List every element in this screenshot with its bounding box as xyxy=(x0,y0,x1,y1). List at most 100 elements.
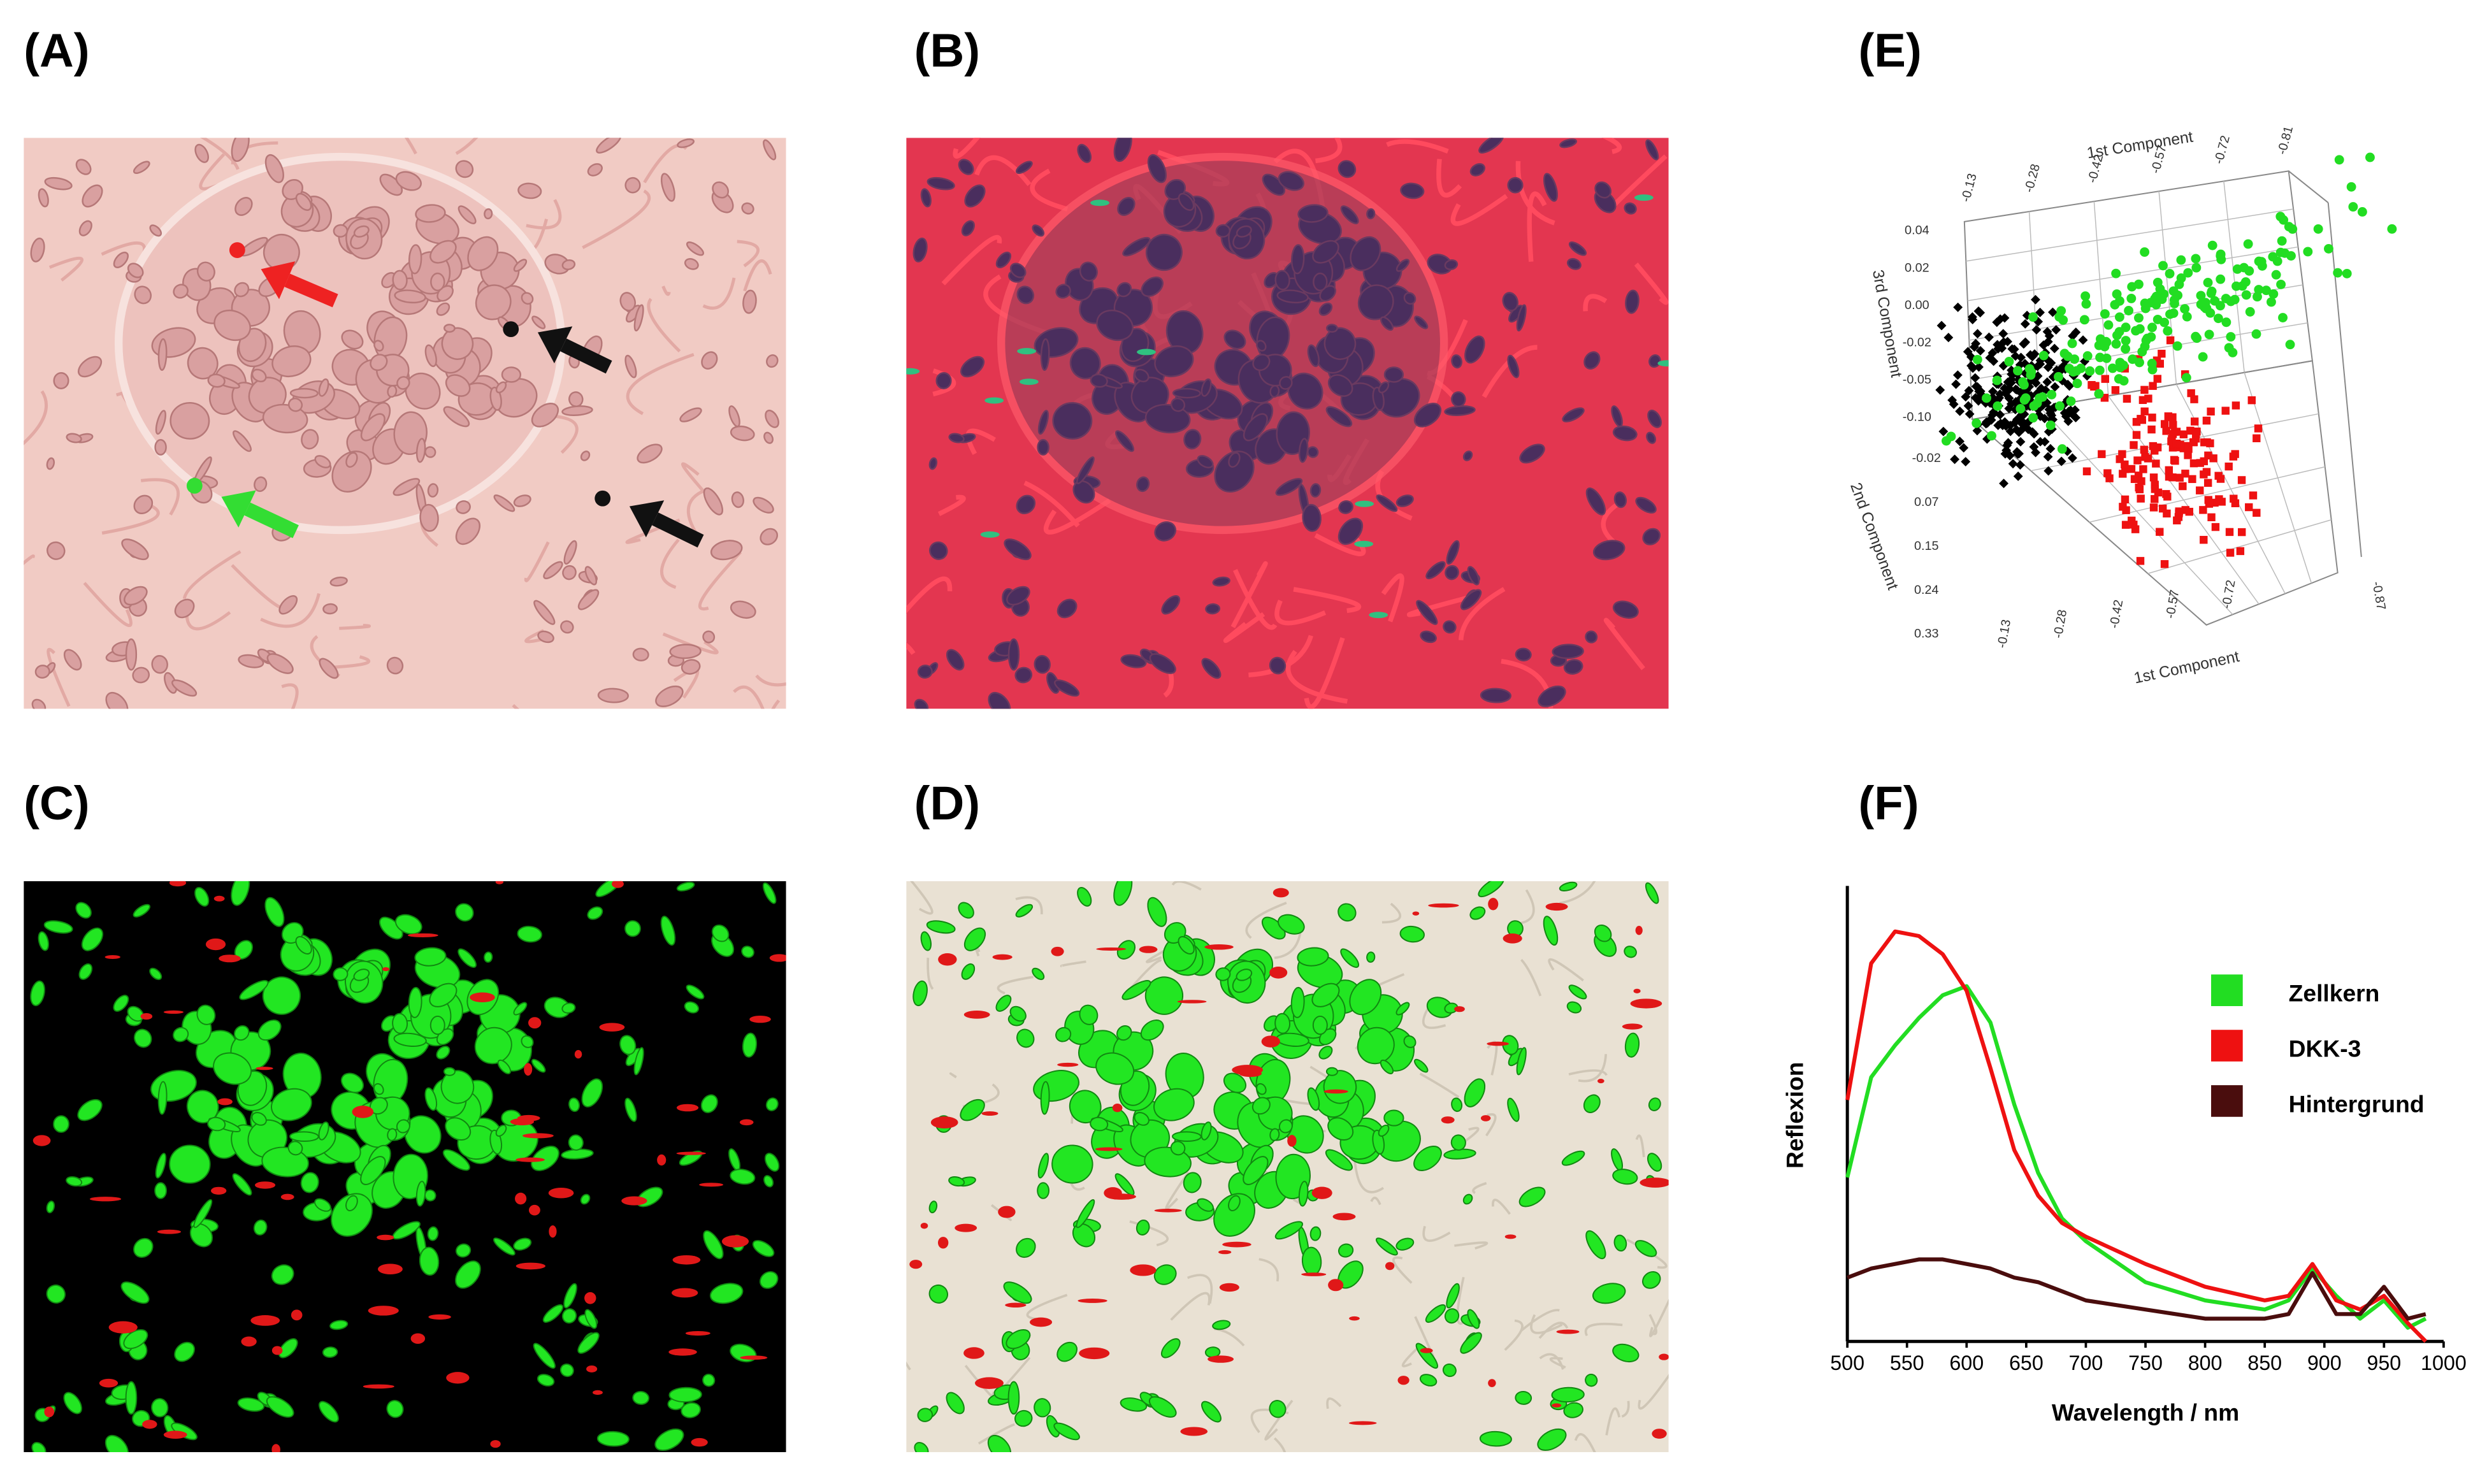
nucleus xyxy=(1215,967,1231,981)
nucleus xyxy=(533,1343,556,1369)
scatter-point xyxy=(1952,370,1963,380)
scatter-point xyxy=(2094,365,2105,375)
nucleus xyxy=(1136,476,1150,493)
nucleus xyxy=(531,1146,559,1171)
nucleus xyxy=(1516,1047,1527,1076)
nucleus xyxy=(1326,324,1338,333)
scatter-point xyxy=(2121,344,2131,354)
nucleus xyxy=(443,406,470,428)
nucleus xyxy=(1446,540,1460,565)
scatter-point xyxy=(2247,396,2256,405)
stroma-fiber xyxy=(182,550,242,600)
scatter-point xyxy=(2119,503,2127,511)
red-region xyxy=(584,1292,596,1304)
nucleus xyxy=(1113,138,1132,162)
scatter-point xyxy=(2067,453,2077,463)
tick-label: -0.81 xyxy=(2275,125,2296,156)
nucleus xyxy=(703,1230,724,1260)
scatter-point xyxy=(1964,385,1974,396)
nucleus xyxy=(501,366,522,383)
nucleus xyxy=(154,1182,167,1199)
nucleus xyxy=(251,368,267,382)
nucleus xyxy=(587,906,603,920)
nucleus xyxy=(1032,967,1045,981)
nucleus xyxy=(329,1320,349,1330)
nucleus xyxy=(1444,1308,1460,1324)
nucleus xyxy=(392,270,408,291)
stroma-fiber xyxy=(1381,573,1404,623)
nucleus xyxy=(703,487,723,515)
nucleus xyxy=(1007,1381,1020,1415)
red-region xyxy=(1480,1115,1491,1121)
nucleus xyxy=(597,688,629,703)
scatter-point xyxy=(2013,449,2023,459)
scatter-point xyxy=(2207,513,2216,522)
nucleus xyxy=(289,1131,319,1142)
nucleus xyxy=(513,1002,528,1016)
nucleus xyxy=(577,1332,600,1354)
red-region xyxy=(1552,1403,1562,1408)
nucleus xyxy=(1585,630,1598,644)
nucleus xyxy=(730,1169,756,1185)
green-spot xyxy=(1657,360,1669,367)
nucleus xyxy=(445,374,471,397)
scatter-point xyxy=(2184,445,2193,453)
red-region xyxy=(592,1390,603,1395)
stroma-fiber xyxy=(937,494,966,516)
scatter-point xyxy=(1938,426,1949,436)
tick-label: -0.28 xyxy=(2051,609,2070,639)
nucleus xyxy=(517,925,542,943)
nucleus xyxy=(624,920,641,937)
nucleus xyxy=(1096,309,1134,342)
red-region xyxy=(163,1430,187,1439)
scatter-point xyxy=(2254,285,2264,294)
nucleus xyxy=(34,665,50,679)
red-region xyxy=(1454,1006,1465,1012)
nucleus xyxy=(458,948,477,969)
nucleus xyxy=(1077,886,1092,907)
nucleus xyxy=(1318,302,1333,316)
nucleus xyxy=(1141,276,1164,298)
nucleus xyxy=(1223,1072,1247,1093)
red-region xyxy=(515,1262,545,1270)
nucleus xyxy=(1197,1198,1214,1212)
nucleus xyxy=(633,304,644,332)
scatter-point xyxy=(2158,349,2166,358)
red-region xyxy=(1095,1147,1123,1151)
nucleus xyxy=(1006,586,1030,606)
tissue-texture xyxy=(1015,896,1043,914)
tissue-texture xyxy=(1273,1437,1286,1452)
tissue-texture xyxy=(1568,1069,1608,1076)
scatter-point xyxy=(2183,268,2193,278)
nucleus xyxy=(587,163,603,176)
nucleus xyxy=(1016,1237,1036,1258)
scatter-point xyxy=(2001,421,2011,431)
nucleus xyxy=(75,902,92,919)
scatter-point xyxy=(2158,261,2168,271)
scatter-point xyxy=(2253,434,2261,443)
scatter-point xyxy=(2199,506,2207,514)
nucleus xyxy=(1515,1390,1532,1405)
tick-label: 0.04 xyxy=(1905,224,1929,238)
stroma-fiber xyxy=(24,554,35,565)
nucleus xyxy=(1145,233,1183,271)
x-tick-label: 950 xyxy=(2367,1351,2401,1374)
red-region xyxy=(612,881,624,888)
stroma-fiber xyxy=(48,256,84,282)
tissue-texture xyxy=(990,1204,1012,1221)
scatter-point xyxy=(1941,436,1951,446)
nucleus xyxy=(1451,1097,1463,1113)
tissue-texture xyxy=(1170,1292,1211,1321)
stroma-fiber xyxy=(281,683,299,709)
nucleus xyxy=(113,251,129,268)
nucleus xyxy=(1154,345,1194,378)
scatter-point xyxy=(2153,375,2162,383)
nucleus xyxy=(1054,679,1080,697)
scatter-point xyxy=(1993,401,2003,411)
nucleus xyxy=(1037,1153,1049,1179)
nucleus xyxy=(914,698,929,709)
scatter-point xyxy=(2245,503,2253,512)
nucleus xyxy=(271,1088,312,1121)
nucleus xyxy=(1624,1032,1640,1058)
nucleus xyxy=(1338,500,1353,514)
